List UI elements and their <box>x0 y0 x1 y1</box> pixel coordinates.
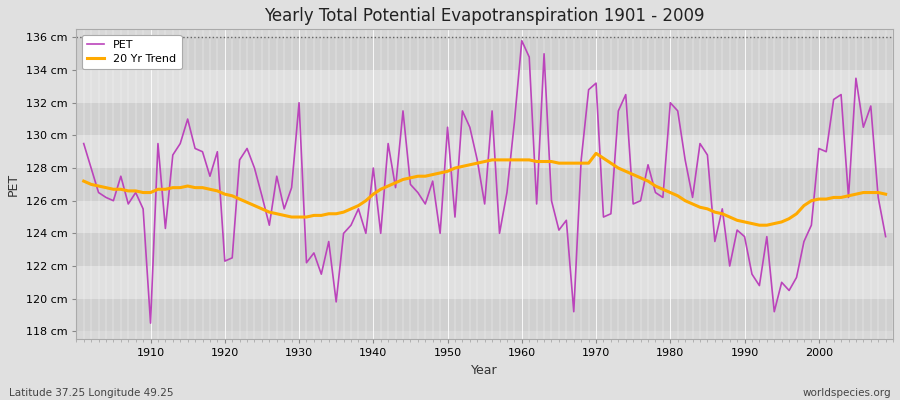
PET <box>145 321 156 326</box>
20 Yr Trend <box>302 215 312 220</box>
Bar <box>76 299 893 331</box>
Bar <box>76 168 893 201</box>
PET <box>353 206 364 211</box>
X-axis label: Year: Year <box>472 364 498 377</box>
20 Yr Trend <box>138 190 148 195</box>
PET <box>138 206 148 211</box>
PET <box>524 55 535 60</box>
Y-axis label: PET: PET <box>7 173 20 196</box>
PET <box>620 92 631 97</box>
PET <box>517 38 527 43</box>
Line: PET: PET <box>84 41 886 323</box>
20 Yr Trend <box>880 192 891 196</box>
PET <box>78 141 89 146</box>
Bar <box>76 103 893 135</box>
Bar <box>76 38 893 70</box>
PET <box>880 234 891 239</box>
20 Yr Trend <box>613 166 624 170</box>
Bar <box>76 135 893 168</box>
PET <box>531 202 542 206</box>
20 Yr Trend <box>754 223 765 228</box>
Bar <box>76 201 893 233</box>
20 Yr Trend <box>517 158 527 162</box>
Title: Yearly Total Potential Evapotranspiration 1901 - 2009: Yearly Total Potential Evapotranspiratio… <box>265 7 705 25</box>
Text: Latitude 37.25 Longitude 49.25: Latitude 37.25 Longitude 49.25 <box>9 388 174 398</box>
PET <box>309 250 320 255</box>
Bar <box>76 233 893 266</box>
20 Yr Trend <box>346 206 356 211</box>
Legend: PET, 20 Yr Trend: PET, 20 Yr Trend <box>82 35 182 70</box>
20 Yr Trend <box>590 151 601 156</box>
Text: worldspecies.org: worldspecies.org <box>803 388 891 398</box>
20 Yr Trend <box>78 179 89 184</box>
Line: 20 Yr Trend: 20 Yr Trend <box>84 153 886 225</box>
20 Yr Trend <box>509 158 520 162</box>
Bar <box>76 70 893 103</box>
Bar <box>76 266 893 299</box>
